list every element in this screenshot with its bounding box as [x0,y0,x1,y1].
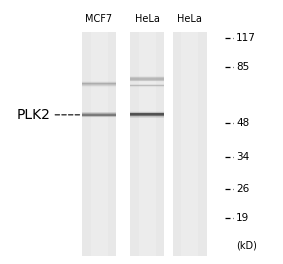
Bar [130,81,164,82]
Bar [130,77,164,78]
Bar [82,116,116,117]
Bar [130,77,164,78]
Bar [82,32,116,256]
Bar [82,82,116,83]
Bar [82,112,116,113]
Bar [173,32,207,256]
Bar [181,32,198,256]
Bar [130,116,164,117]
Bar [82,83,116,84]
Bar [130,87,164,88]
Bar [130,86,164,87]
Bar [82,87,116,88]
Bar [91,32,108,256]
Bar [82,81,116,82]
Bar [130,81,164,82]
Bar [130,112,164,113]
Bar [139,32,156,256]
Bar [130,84,164,85]
Bar [130,117,164,118]
Bar [82,117,116,118]
Bar [82,81,116,82]
Text: 85: 85 [236,62,250,72]
Text: 34: 34 [236,152,250,162]
Bar [82,86,116,87]
Bar [130,79,164,80]
Text: HeLa: HeLa [177,14,202,24]
Bar [82,114,116,115]
Bar [82,82,116,83]
Bar [130,79,164,80]
Bar [82,115,116,116]
Bar [130,76,164,77]
Text: MCF7: MCF7 [85,14,113,24]
Bar [82,111,116,112]
Bar [82,113,116,114]
Bar [130,85,164,86]
Bar [130,113,164,114]
Bar [130,32,164,256]
Bar [82,115,116,116]
Text: HeLa: HeLa [135,14,160,24]
Text: 19: 19 [236,213,250,223]
Bar [82,84,116,85]
Text: 48: 48 [236,118,250,128]
Bar [130,78,164,79]
Bar [82,83,116,84]
Bar [82,85,116,86]
Bar [130,115,164,116]
Bar [82,84,116,85]
Text: PLK2: PLK2 [17,108,51,122]
Text: (kD): (kD) [236,241,257,251]
Bar [130,86,164,87]
Bar [130,114,164,115]
Bar [130,80,164,81]
Bar [130,111,164,112]
Text: 26: 26 [236,184,250,194]
Text: 117: 117 [236,33,256,43]
Bar [82,113,116,114]
